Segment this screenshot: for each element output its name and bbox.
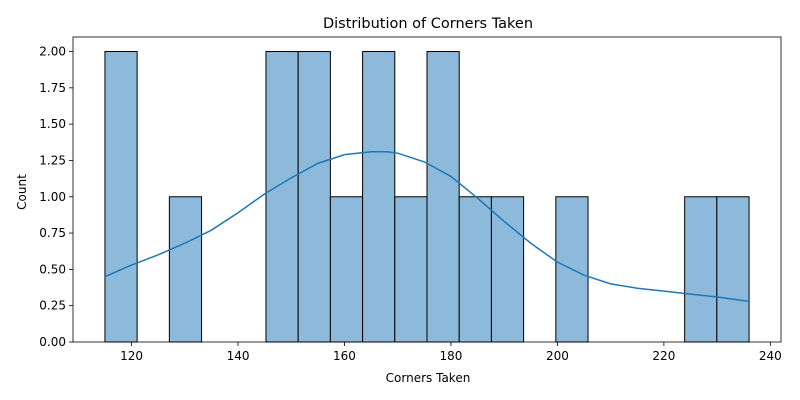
histogram-bar-9 bbox=[394, 196, 428, 343]
y-tick-label: 0.25 bbox=[39, 299, 66, 313]
histogram-bar-8 bbox=[362, 51, 396, 343]
y-tick-label: 1.00 bbox=[39, 190, 66, 204]
y-tick-label: 1.75 bbox=[39, 81, 66, 95]
chart-title: Distribution of Corners Taken bbox=[323, 16, 533, 32]
histogram-bar-2 bbox=[168, 196, 203, 343]
histogram-bar-7 bbox=[329, 196, 364, 343]
x-tick-label: 240 bbox=[759, 349, 782, 363]
x-axis: 120 140 160 180 200 220 240 bbox=[120, 342, 782, 363]
histogram-bar-19 bbox=[716, 196, 750, 343]
histogram-bar-5 bbox=[265, 51, 299, 343]
x-tick-label: 220 bbox=[652, 349, 675, 363]
histogram-bar-10 bbox=[426, 51, 460, 343]
x-tick-label: 120 bbox=[120, 349, 143, 363]
x-tick-label: 200 bbox=[546, 349, 569, 363]
histogram-bar-6 bbox=[297, 51, 331, 343]
y-tick-label: 0.50 bbox=[39, 262, 66, 276]
kde-curve bbox=[104, 150, 750, 303]
y-tick-label: 0.00 bbox=[39, 335, 66, 349]
y-tick-label: 1.25 bbox=[39, 153, 66, 167]
x-tick-label: 180 bbox=[440, 349, 463, 363]
histogram-bars bbox=[104, 51, 750, 343]
y-axis-label: Count bbox=[15, 174, 29, 210]
x-tick-label: 160 bbox=[333, 349, 356, 363]
x-tick-label: 140 bbox=[227, 349, 250, 363]
histogram-bar-0 bbox=[104, 51, 138, 343]
y-tick-label: 0.75 bbox=[39, 226, 66, 240]
plot-frame bbox=[72, 36, 782, 343]
histogram-bar-11 bbox=[458, 196, 492, 343]
y-tick-label: 1.50 bbox=[39, 117, 66, 131]
x-axis-label: Corners Taken bbox=[386, 371, 471, 385]
histogram-bar-12 bbox=[490, 196, 525, 343]
histogram-bar-18 bbox=[684, 196, 718, 343]
y-tick-label: 2.00 bbox=[39, 45, 66, 59]
y-axis: 0.00 0.25 0.50 0.75 1.00 1.25 1.50 1.75 2.00 bbox=[39, 45, 73, 349]
